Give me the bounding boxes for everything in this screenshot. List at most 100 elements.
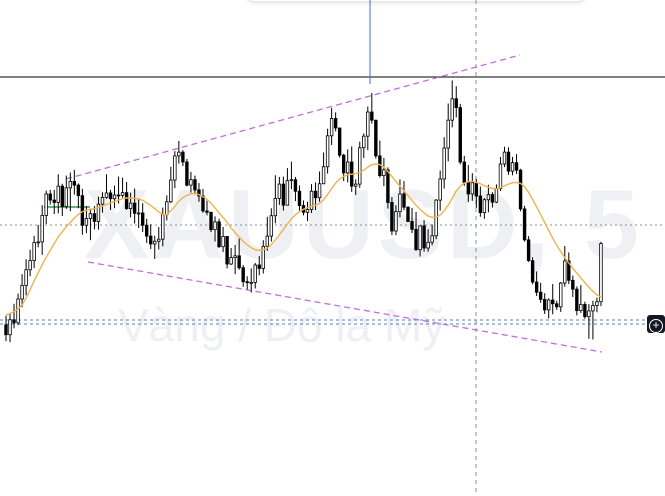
candle-body [526,239,531,262]
candle-body [297,190,302,206]
candle-body [514,162,519,171]
candle-body [422,225,426,249]
candle-body [136,212,141,215]
add-alert-button[interactable]: + [647,315,665,333]
candle-body [575,288,579,311]
candle-body [60,185,64,207]
candle-body [542,298,547,311]
candle-body [555,303,559,308]
moving-average-line [5,163,602,316]
candle-body [257,264,261,269]
candle-body [229,257,233,265]
candle-body [245,281,249,284]
candle-body [120,192,125,196]
candle-body [265,235,269,247]
candle-body [490,194,495,203]
candle-body [165,201,169,216]
candle-body [177,151,181,157]
candle-body [68,180,73,189]
candle-body [261,245,265,269]
candle-body [28,260,32,271]
candle-body [518,169,523,210]
candle-body [450,98,454,121]
candle-body [32,242,36,262]
candle-body [8,319,12,336]
candle-body [249,281,253,284]
candle-body [221,236,225,248]
candle-body [583,304,587,318]
candle-body [502,151,507,165]
candle-body [547,299,551,311]
candle-body [36,241,40,244]
candle-body [402,193,406,208]
candle-body [462,161,466,183]
candle-body [201,195,205,212]
plus-icon: + [649,319,663,333]
candle-body [140,212,145,226]
candle-body [161,214,165,240]
candle-body [534,281,539,293]
candle-body [345,161,350,174]
candle-body [321,166,326,185]
candle-body [474,182,479,197]
candle-body [24,269,28,286]
candle-body [522,208,527,241]
candle-body [80,195,85,226]
candle-body [20,285,24,300]
candle-body [181,151,185,163]
candle-body [563,260,567,284]
candle-body [112,194,117,200]
candle-body [241,267,245,283]
candle-body [277,183,282,199]
candle-body [4,324,8,336]
candle-body [84,218,89,226]
candle-body [189,179,193,186]
candle-body [313,190,318,199]
candle-body [44,193,48,216]
candle-body [16,298,20,324]
candle-body [478,195,483,214]
upper-trendline [65,54,521,180]
candle-body [100,196,105,205]
candle-body [193,179,197,191]
candle-body [225,236,229,265]
candle-body [510,162,515,172]
candle-body [92,213,97,222]
candle-body [233,255,237,258]
candle-body [309,190,314,211]
candle-body [559,282,563,308]
candle-body [157,238,161,242]
candle-body [571,279,575,290]
candle-body [398,193,402,213]
candle-body [253,264,257,283]
candle-body [108,192,113,200]
candle-body [426,241,430,249]
candle-body [386,169,390,203]
candle-body [149,235,153,245]
candle-body [595,301,599,306]
candle-body [374,119,378,157]
candle-body [52,199,56,203]
candle-body [470,182,475,195]
candle-body [76,184,81,197]
candle-body [281,183,286,206]
candle-body [128,202,133,209]
candle-body [132,202,137,214]
candle-body [390,202,394,232]
candle-body [197,189,201,197]
candle-body [442,147,446,180]
candle-body [486,194,491,201]
candle-body [213,221,217,231]
candle-body [329,118,334,137]
candle-body [366,111,370,137]
candle-body [337,127,342,156]
candle-body [494,188,499,203]
candle-body [538,291,543,300]
candle-body [293,179,298,192]
candle-body [237,255,241,269]
candle-body [104,192,109,198]
candle-body [358,147,362,185]
candle-body [530,260,535,283]
